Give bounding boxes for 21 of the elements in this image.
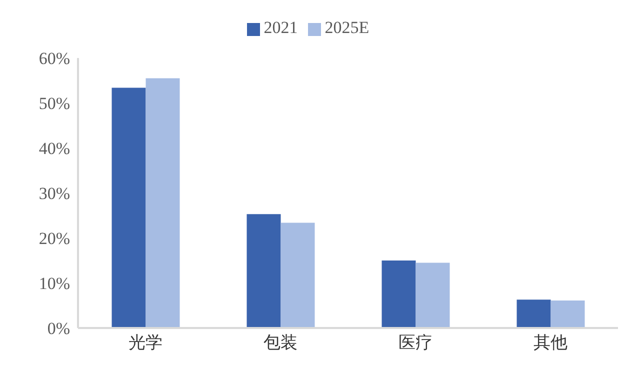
bar [416, 262, 450, 328]
y-tick-label: 60% [38, 49, 70, 68]
x-tick-label: 其他 [534, 333, 568, 352]
bar [550, 300, 585, 328]
y-tick-label: 20% [38, 229, 70, 248]
bar [246, 214, 281, 328]
bar [382, 260, 416, 328]
y-tick-label: 10% [38, 274, 70, 294]
y-tick-label: 50% [38, 94, 70, 114]
bar [516, 300, 551, 328]
x-tick-label: 包装 [264, 333, 298, 352]
bar [146, 78, 180, 328]
bar [280, 222, 315, 328]
x-tick-label: 光学 [128, 333, 162, 352]
y-tick-label: 40% [38, 139, 70, 158]
bar [112, 88, 146, 328]
y-tick-label: 30% [38, 184, 70, 204]
x-tick-label: 医疗 [398, 333, 432, 352]
legend-label: 2021 [264, 18, 298, 37]
legend-label: 2025E [324, 18, 370, 37]
y-tick-label: 0% [47, 319, 70, 338]
